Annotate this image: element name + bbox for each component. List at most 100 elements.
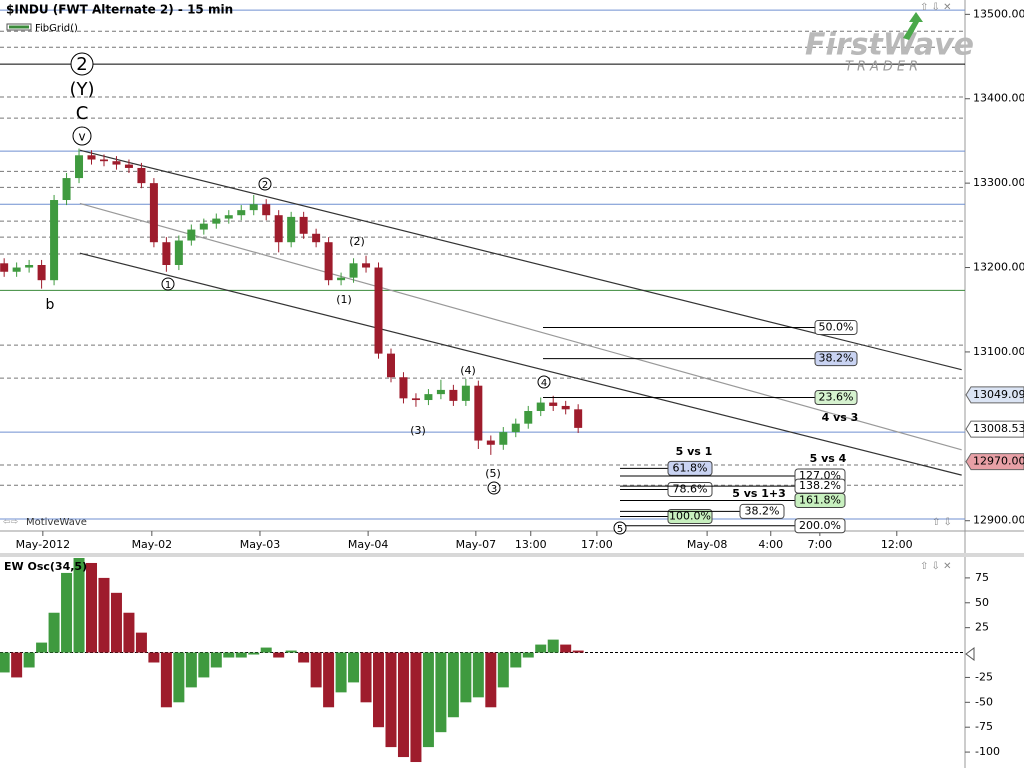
- candle-body: [574, 409, 583, 428]
- wave-label: 4: [541, 378, 547, 389]
- candle-body: [87, 155, 96, 160]
- osc-bar: [123, 612, 135, 653]
- y-tick-label: 13300.00: [973, 176, 1024, 189]
- wave-circle: [613, 521, 627, 535]
- osc-bar: [223, 652, 235, 658]
- candle-body: [474, 385, 483, 441]
- candle-body: [536, 402, 545, 412]
- candle-body: [411, 398, 420, 401]
- y-tick-label: 13400.00: [973, 92, 1024, 105]
- x-tick-label: May-02: [132, 538, 173, 551]
- x-tick-label: May-04: [348, 538, 389, 551]
- scroll-controls[interactable]: ⇧ ⇩: [932, 517, 952, 528]
- wave-circle: [487, 481, 501, 495]
- fib-label: 100.0%: [669, 509, 711, 522]
- fib-box: [667, 460, 713, 476]
- y-tick-label: 75: [975, 571, 989, 584]
- candle-body: [137, 167, 146, 184]
- candle-body: [499, 432, 508, 445]
- x-tick-label: May-08: [687, 538, 728, 551]
- fib-box: [667, 508, 713, 524]
- y-tick-label: 13500.00: [973, 7, 1024, 20]
- price-tag-label: 12970.00: [973, 455, 1024, 468]
- candle-body: [37, 265, 46, 281]
- candle-body: [299, 216, 308, 234]
- fib-label: 61.8%: [673, 461, 708, 474]
- fib-label: 138.2%: [799, 479, 841, 492]
- x-tick-label: May-03: [240, 538, 281, 551]
- fib-heading: 5 vs 1: [676, 445, 713, 458]
- candle-body: [337, 277, 346, 281]
- candle-body: [349, 263, 358, 278]
- y-tick-label: -25: [975, 670, 993, 683]
- channel-line: [79, 149, 962, 371]
- candle-body: [237, 210, 246, 216]
- wave-label: b: [46, 297, 55, 313]
- osc-bar: [160, 652, 172, 708]
- x-tick-label: 12:00: [881, 538, 913, 551]
- osc-bar: [410, 652, 422, 763]
- osc-bar: [447, 652, 459, 718]
- wave-label: (1): [336, 293, 352, 306]
- osc-bar: [148, 652, 160, 663]
- osc-bar: [335, 652, 347, 693]
- osc-bar: [547, 639, 559, 653]
- panel-controls[interactable]: ⇧ ⇩ ✕: [920, 561, 952, 572]
- wave-label: v: [78, 130, 85, 144]
- fib-label: 38.2%: [819, 352, 854, 365]
- osc-bar: [185, 652, 197, 688]
- candle-body: [461, 385, 470, 401]
- y-tick-label: 13100.00: [973, 345, 1024, 358]
- fib-label: 161.8%: [799, 493, 841, 506]
- fib-heading: 5 vs 1+3: [732, 487, 786, 500]
- osc-bar: [310, 652, 322, 688]
- fib-label: 78.6%: [673, 482, 708, 495]
- fib-label: 50.0%: [819, 320, 854, 333]
- wave-label: (2): [349, 235, 365, 248]
- osc-bar: [435, 652, 447, 733]
- osc-bar: [348, 652, 360, 683]
- candle-body: [50, 200, 59, 281]
- osc-bar: [460, 652, 472, 703]
- wave-circle: [72, 126, 92, 146]
- fib-label: 23.6%: [819, 391, 854, 404]
- osc-bar: [11, 652, 23, 678]
- candle-body: [25, 265, 34, 268]
- fib-box: [739, 503, 785, 519]
- candle-body: [312, 233, 321, 243]
- x-tick-label: May-2012: [16, 538, 71, 551]
- wave-label: (3): [410, 424, 426, 437]
- osc-bar: [323, 652, 335, 708]
- fib-heading: 4 vs 3: [822, 411, 859, 424]
- osc-bar: [385, 652, 397, 748]
- candle-body: [449, 389, 458, 401]
- price-tag: [965, 386, 1024, 404]
- candle-body: [212, 218, 221, 224]
- logo: FirstWave: [805, 28, 974, 63]
- osc-bar: [235, 652, 247, 658]
- osc-bar: [497, 652, 509, 688]
- candle-body: [174, 240, 183, 265]
- osc-bar: [0, 652, 10, 673]
- wave-label: 2: [76, 54, 87, 75]
- y-tick-label: -100: [975, 745, 1000, 758]
- chart-title: $INDU (FWT Alternate 2) - 15 min: [6, 3, 233, 17]
- osc-bar: [273, 652, 285, 658]
- wave-label: 1: [165, 280, 171, 291]
- study-label[interactable]: FibGrid(): [35, 23, 78, 34]
- candle-body: [324, 242, 333, 281]
- osc-bar: [23, 652, 35, 668]
- y-tick-label: -50: [975, 695, 993, 708]
- nav-arrows[interactable]: ⇦⇨: [3, 518, 19, 528]
- wave-circle: [258, 177, 272, 191]
- candle-body: [486, 440, 495, 445]
- candle-body: [0, 263, 9, 272]
- panel-controls[interactable]: ⇧ ⇩ ✕: [920, 2, 952, 13]
- candle-body: [149, 183, 158, 243]
- osc-bar: [298, 652, 310, 663]
- candle-body: [224, 215, 233, 219]
- fib-box: [794, 492, 846, 508]
